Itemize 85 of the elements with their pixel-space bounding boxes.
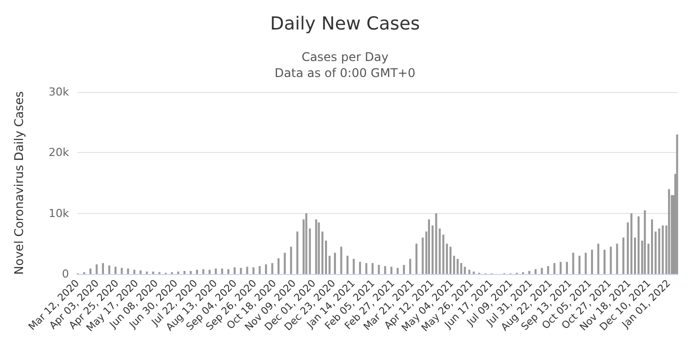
bar <box>658 228 660 274</box>
bar <box>662 225 664 274</box>
bar <box>534 269 537 274</box>
bar <box>252 267 254 274</box>
bar <box>553 263 556 274</box>
bar <box>422 238 424 274</box>
bar <box>183 270 186 274</box>
bar <box>630 213 632 274</box>
bar <box>384 266 386 274</box>
bar <box>584 252 587 274</box>
bar <box>435 213 438 274</box>
bar <box>442 234 444 274</box>
bar <box>221 268 224 274</box>
bar <box>227 269 230 274</box>
bar <box>415 244 418 274</box>
bar <box>89 268 92 274</box>
bar <box>604 250 606 274</box>
bar <box>271 263 274 274</box>
bar <box>120 268 123 274</box>
bar <box>234 267 236 274</box>
bar <box>464 266 466 274</box>
bar <box>208 270 211 274</box>
bar <box>578 256 580 274</box>
bar <box>610 246 612 274</box>
bar <box>346 256 348 274</box>
bar <box>616 244 618 274</box>
bar <box>102 263 104 274</box>
bar <box>258 266 261 274</box>
bar <box>340 246 342 274</box>
bar <box>450 246 452 274</box>
bar <box>305 213 308 274</box>
bar <box>676 134 678 274</box>
bar <box>597 244 600 274</box>
bar <box>133 270 136 274</box>
bar <box>409 258 412 274</box>
bar <box>644 210 646 274</box>
bar <box>560 262 562 274</box>
bar <box>264 264 267 274</box>
bar <box>190 270 192 274</box>
bar <box>591 250 594 274</box>
bar <box>214 268 217 274</box>
bar <box>246 266 248 274</box>
bar <box>378 264 380 274</box>
bar <box>428 219 430 274</box>
chart-title: Daily New Cases <box>270 14 420 34</box>
bar <box>402 264 405 274</box>
bar <box>668 189 670 274</box>
bar <box>296 232 298 274</box>
bar <box>638 216 640 274</box>
bar <box>278 258 280 274</box>
bar <box>352 258 355 274</box>
bar <box>359 262 362 274</box>
bar <box>460 263 462 274</box>
y-tick-label: 30k <box>48 86 70 98</box>
bar <box>315 219 318 274</box>
bar <box>572 252 574 274</box>
bar <box>140 270 142 274</box>
bar <box>468 270 470 274</box>
bar <box>318 222 320 274</box>
bar <box>540 268 543 274</box>
bar <box>456 258 459 274</box>
bar <box>547 266 550 274</box>
bar <box>372 263 374 274</box>
bar <box>566 262 568 274</box>
bar <box>127 268 130 274</box>
chart-subtitle: Cases per Day Data as of 0:00 GMT+0 <box>274 50 416 80</box>
bar <box>396 268 399 274</box>
bar <box>528 270 530 274</box>
bar <box>196 270 198 274</box>
bar <box>108 266 110 274</box>
bar <box>365 263 368 274</box>
bar <box>284 252 286 274</box>
bar <box>240 268 242 274</box>
bar <box>334 252 336 274</box>
bar <box>114 266 117 274</box>
bar <box>622 238 624 274</box>
bar <box>290 246 292 274</box>
bar <box>202 269 204 274</box>
y-axis-title: Novel Coronavirus Daily Cases <box>12 91 26 275</box>
bar <box>651 219 654 274</box>
y-tick-label: 10k <box>48 206 70 220</box>
y-tick-label: 0 <box>62 268 69 280</box>
bar <box>390 266 392 274</box>
y-tick-label: 20k <box>48 146 70 160</box>
bar <box>96 264 98 274</box>
